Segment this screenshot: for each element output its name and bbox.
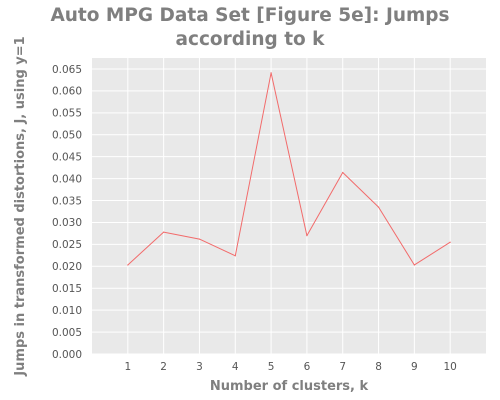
x-tick-label: 1 bbox=[124, 361, 131, 373]
data-point bbox=[127, 264, 129, 266]
chart-title: Auto MPG Data Set [Figure 5e]: Jumps acc… bbox=[0, 4, 500, 52]
y-tick-label: 0.030 bbox=[52, 217, 82, 229]
y-tick-label: 0.025 bbox=[52, 239, 82, 251]
y-gridlines bbox=[92, 68, 486, 355]
x-tick-label: 9 bbox=[411, 361, 418, 373]
plot-background bbox=[92, 58, 486, 354]
y-tick-label: 0.060 bbox=[52, 86, 82, 98]
data-point bbox=[449, 241, 451, 243]
y-tick-label: 0.035 bbox=[52, 195, 82, 207]
data-point bbox=[198, 238, 201, 240]
y-tick-labels: 0.000 0.005 0.010 0.015 0.020 0.025 0.030 0.035… bbox=[52, 64, 82, 361]
series-line bbox=[127, 72, 451, 266]
x-tick-label: 4 bbox=[232, 361, 239, 373]
chart-title-line-1: Auto MPG Data Set [Figure 5e]: Jumps bbox=[50, 5, 450, 26]
x-tick-label: 3 bbox=[196, 361, 203, 373]
data-point bbox=[342, 171, 344, 174]
series-layer bbox=[127, 72, 451, 266]
data-point bbox=[270, 72, 272, 74]
x-axis-label: Number of clusters, k bbox=[210, 379, 369, 394]
data-point bbox=[413, 264, 415, 266]
y-tick-label: 0.050 bbox=[52, 130, 82, 142]
y-tick-label: 0.065 bbox=[52, 64, 82, 76]
y-tick-label: 0.010 bbox=[52, 305, 82, 317]
data-point bbox=[234, 255, 236, 257]
x-tick-labels: 1 2 3 4 5 6 7 8 9 10 bbox=[124, 361, 456, 373]
y-axis-label: Jumps in transformed distortions, J, usi… bbox=[13, 36, 28, 376]
x-tick-label: 5 bbox=[268, 361, 275, 373]
x-tick-label: 10 bbox=[443, 361, 456, 373]
y-tick-label: 0.020 bbox=[52, 261, 82, 273]
x-tick-label: 8 bbox=[375, 361, 382, 373]
y-tick-label: 0.045 bbox=[52, 151, 82, 163]
y-tick-label: 0.015 bbox=[52, 283, 82, 295]
x-tick-label: 7 bbox=[339, 361, 346, 373]
data-point bbox=[163, 231, 165, 233]
y-tick-label: 0.000 bbox=[52, 349, 82, 361]
x-tick-label: 2 bbox=[160, 361, 167, 373]
x-gridlines bbox=[127, 58, 451, 354]
y-tick-label: 0.040 bbox=[52, 173, 82, 185]
chart-title-line-2: according to k bbox=[175, 29, 325, 50]
y-tick-label: 0.005 bbox=[52, 327, 82, 339]
data-point bbox=[306, 235, 308, 237]
data-point bbox=[377, 206, 380, 208]
x-tick-label: 6 bbox=[304, 361, 311, 373]
y-tick-label: 0.055 bbox=[52, 108, 82, 120]
